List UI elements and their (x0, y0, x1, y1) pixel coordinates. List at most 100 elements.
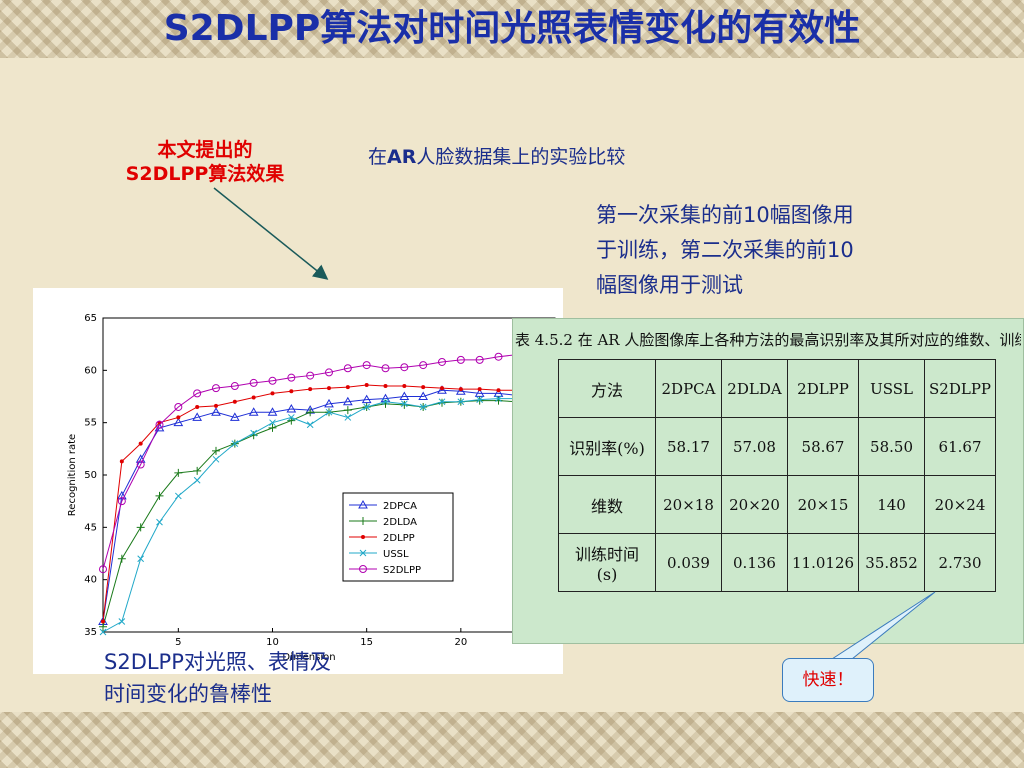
data-point (135, 454, 146, 463)
chart-legend: 2DPCA 2DLDA 2DLPP USSL S2DLPP (342, 492, 454, 582)
data-point (475, 396, 484, 405)
slide-title: S2DLPP算法对时间光照表情变化的有效性 (163, 8, 861, 49)
data-point (232, 399, 237, 404)
method-highlight-line1: 本文提出的 (157, 139, 253, 161)
experiment-subtitle: 在AR人脸数据集上的实验比较 (368, 142, 625, 169)
recognition-rate-chart: 35 40 45 50 55 60 65 5 10 15 20 Recognition rate … (33, 288, 563, 674)
series-2dlpp (101, 382, 557, 624)
table-cell: 0.136 (721, 533, 788, 592)
data-point (342, 396, 353, 406)
data-point (286, 404, 297, 413)
data-point (400, 400, 409, 409)
row-label: 训练时间 (s) (558, 533, 656, 592)
caption-line2: 时间变化的鲁棒性 (104, 682, 272, 706)
data-point (289, 389, 294, 394)
data-point (270, 391, 275, 396)
data-point (306, 421, 314, 429)
data-point (361, 394, 372, 404)
data-point (119, 459, 124, 464)
data-point (383, 384, 388, 389)
legend-marker (358, 499, 368, 509)
data-point (455, 386, 466, 395)
data-point (155, 491, 164, 500)
data-point (421, 385, 426, 390)
table-cell: 58.50 (858, 417, 926, 476)
data-point (327, 386, 331, 391)
legend-marker (359, 517, 367, 525)
data-point (249, 378, 258, 387)
header-cell: 2DLDA (721, 359, 788, 418)
table-cell: 11.0126 (786, 533, 860, 592)
data-point (474, 388, 485, 397)
data-point (174, 492, 182, 500)
data-point (287, 373, 296, 382)
data-point (230, 382, 239, 391)
data-point (382, 398, 389, 406)
data-point (118, 618, 126, 625)
protocol-note-line3: 幅图像用于测试 (596, 273, 743, 297)
decorative-top-border (0, 0, 1024, 58)
data-point (458, 387, 463, 392)
table-row: 识别率(%) 58.17 57.08 58.67 58.50 61.67 (558, 417, 997, 476)
data-point (287, 414, 295, 421)
y-tick-label: 40 (84, 575, 97, 586)
header-cell: USSL (858, 359, 926, 418)
data-point (155, 420, 164, 429)
data-point (212, 446, 220, 455)
data-point (195, 404, 200, 409)
subtitle-prefix: 在 (368, 146, 388, 168)
row-label: 维数 (558, 475, 656, 534)
data-point (325, 368, 333, 377)
table-row: 训练时间 (s) 0.039 0.136 11.0126 35.852 2.73… (558, 533, 997, 592)
data-point (211, 407, 221, 416)
data-point (268, 423, 277, 432)
data-point (99, 622, 107, 631)
data-point (214, 403, 218, 408)
table-cell: 58.67 (786, 417, 860, 476)
data-point (99, 565, 107, 574)
subtitle-rest: 人脸数据集上的实验比较 (416, 146, 626, 168)
protocol-note: 第一次采集的前10幅图像用 于训练，第二次采集的前10 幅图像用于测试 (596, 198, 956, 303)
data-point (343, 406, 352, 415)
legend-entry: USSL (383, 549, 409, 560)
data-point (475, 355, 484, 364)
data-point (138, 441, 143, 446)
data-point (399, 391, 410, 400)
data-point (251, 395, 256, 400)
data-point (174, 402, 183, 411)
data-point (345, 385, 350, 390)
data-point (267, 407, 278, 416)
y-tick-label: 55 (84, 418, 97, 429)
table-cell: 57.08 (721, 417, 788, 476)
data-point (229, 412, 240, 421)
protocol-note-line2: 于训练，第二次采集的前10 (596, 238, 854, 262)
y-tick-label: 45 (84, 522, 97, 533)
table-cell: 20×24 (924, 475, 997, 534)
data-point (363, 403, 371, 411)
data-point (193, 389, 202, 398)
x-tick-label: 15 (360, 637, 373, 648)
table-cell: 0.039 (655, 533, 722, 592)
data-point (156, 518, 163, 526)
data-point (418, 391, 429, 400)
data-point (173, 417, 184, 427)
results-table: 方法 2DPCA 2DLDA 2DLPP USSL S2DLPP 识别率(%) … (558, 359, 997, 592)
data-point (456, 355, 465, 364)
data-point (419, 403, 427, 411)
data-point (176, 415, 181, 420)
data-point (99, 628, 107, 636)
data-point (117, 554, 126, 563)
data-point (269, 419, 276, 427)
legend-marker (359, 565, 367, 573)
data-point (212, 455, 220, 463)
table-row: 维数 20×18 20×20 20×15 140 20×24 (558, 475, 997, 534)
legend-entry: 2DPCA (383, 501, 417, 512)
data-point (116, 490, 127, 500)
table-caption: 表 4.5.2 在 AR 人脸图像库上各种方法的最高识别率及其所对应的维数、训练… (515, 331, 1021, 349)
x-tick-label: 5 (175, 637, 181, 648)
data-point (101, 619, 105, 624)
data-point (212, 384, 220, 393)
data-point (400, 363, 409, 372)
header-cell: 2DPCA (655, 359, 722, 418)
